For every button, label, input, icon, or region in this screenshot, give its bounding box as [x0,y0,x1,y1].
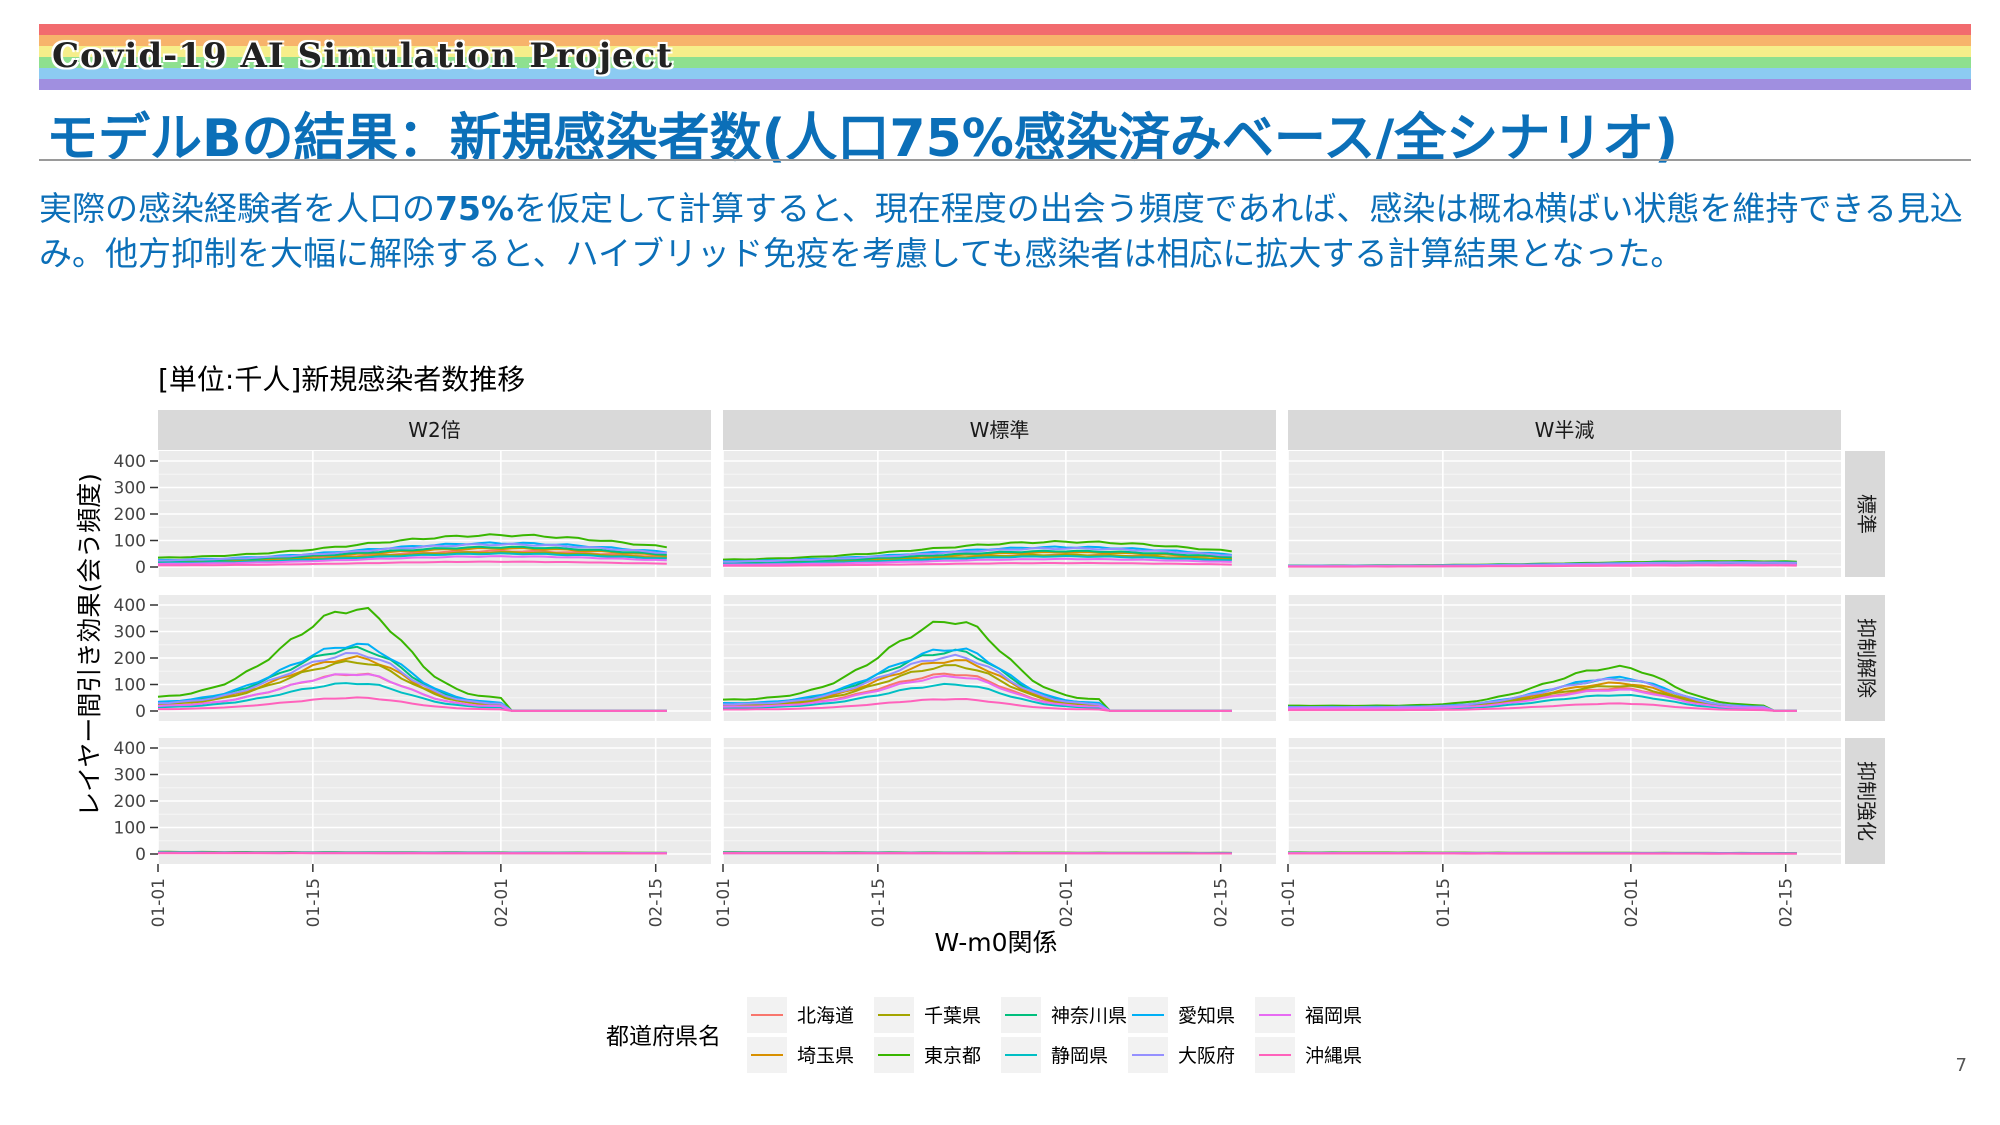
y-tick-label: 400 [114,596,146,616]
series-line [158,560,667,567]
summary-text: 実際の感染経験者を人口の75%を仮定して計算すると、現在程度の出会う頻度であれば… [39,186,1971,276]
y-tick-label: 100 [114,676,146,696]
legend-label: 埼玉県 [797,1045,854,1067]
y-tick-label: 400 [114,739,146,759]
rainbow-stripe [39,68,1971,79]
facet-row-strip [1845,595,1885,721]
legend-label: 北海道 [797,1005,854,1027]
x-tick-label: 02-15 [647,878,667,927]
x-tick-label: 01-15 [304,878,324,927]
x-axis-title: W-m0関係 [935,928,1058,957]
y-tick-label: 100 [114,532,146,552]
chart-title: [単位:千人]新規感染者数推移 [158,363,525,396]
legend-label: 福岡県 [1305,1005,1362,1027]
rainbow-stripe [39,57,1971,68]
x-tick-label: 02-15 [1212,878,1232,927]
x-tick-label: 01-01 [1279,878,1299,927]
y-tick-label: 200 [114,792,146,812]
series-line [157,555,667,565]
y-tick-label: 100 [114,819,146,839]
y-tick-label: 400 [114,452,146,472]
series-line [1288,564,1797,568]
legend-label: 千葉県 [924,1005,981,1027]
facet-column-strip [723,410,1276,450]
x-tick-label: 02-01 [1622,878,1642,927]
legend-label: 神奈川県 [1051,1005,1127,1027]
series-line [1287,677,1797,712]
facet-row-label: 標準 [1855,494,1879,534]
series-line [1288,664,1797,712]
series-line [722,557,1232,566]
summary-highlight: 75% [435,189,514,228]
legend-label: 沖縄県 [1305,1045,1362,1067]
series-line [1287,688,1797,712]
y-tick-label: 0 [135,702,146,722]
rainbow-banner [39,24,1971,90]
rainbow-stripe [39,35,1971,46]
y-tick-label: 200 [114,649,146,669]
series-line [723,546,1232,563]
facet-row-strip [1845,738,1885,864]
series-line [722,539,1232,561]
facet-column-strip [158,410,711,450]
series-line [1288,702,1797,712]
page-number: 7 [1955,1055,1967,1076]
facet-row-label: 抑制解除 [1855,618,1879,698]
rainbow-stripe [39,46,1971,57]
series-line [157,533,667,559]
series-line [723,697,1232,712]
y-tick-label: 300 [114,766,146,786]
x-tick-label: 01-15 [869,878,889,927]
summary-rest: を仮定して計算すると、現在程度の出会う頻度であれば、感染は概ね横ばい状態を維持で… [39,189,1963,273]
y-axis-title: レイヤー間引き効果(会う頻度) [75,473,104,817]
y-tick-label: 0 [135,845,146,865]
x-tick-label: 02-15 [1777,878,1797,927]
rainbow-stripe [39,24,1971,35]
series-line [723,561,1232,567]
x-tick-label: 01-15 [1434,878,1454,927]
facet-row-label: 抑制強化 [1855,761,1879,841]
x-tick-label: 02-01 [1057,878,1077,927]
legend-title: 都道府県名 [606,1024,721,1050]
x-tick-label: 01-01 [714,878,734,927]
series-line [158,696,667,712]
x-tick-label: 02-01 [492,878,512,927]
y-tick-label: 200 [114,505,146,525]
y-tick-label: 0 [135,558,146,578]
legend-label: 愛知県 [1178,1005,1235,1027]
y-tick-label: 300 [114,479,146,499]
facet-column-label: W標準 [970,418,1030,442]
facet-column-strip [1288,410,1841,450]
project-title: Covid-19 AI Simulation Project [52,36,674,76]
legend-label: 東京都 [924,1045,981,1067]
legend-label: 大阪府 [1178,1045,1235,1067]
y-tick-label: 300 [114,623,146,643]
title-divider [39,159,1971,161]
facet-column-label: W半減 [1535,418,1595,442]
series-line [157,542,667,562]
x-tick-label: 01-01 [149,878,169,927]
facet-column-label: W2倍 [408,418,461,442]
legend-label: 静岡県 [1051,1045,1108,1067]
rainbow-stripe [39,79,1971,90]
summary-prefix: 実際の感染経験者を人口の [39,189,435,228]
facet-row-strip [1845,451,1885,577]
